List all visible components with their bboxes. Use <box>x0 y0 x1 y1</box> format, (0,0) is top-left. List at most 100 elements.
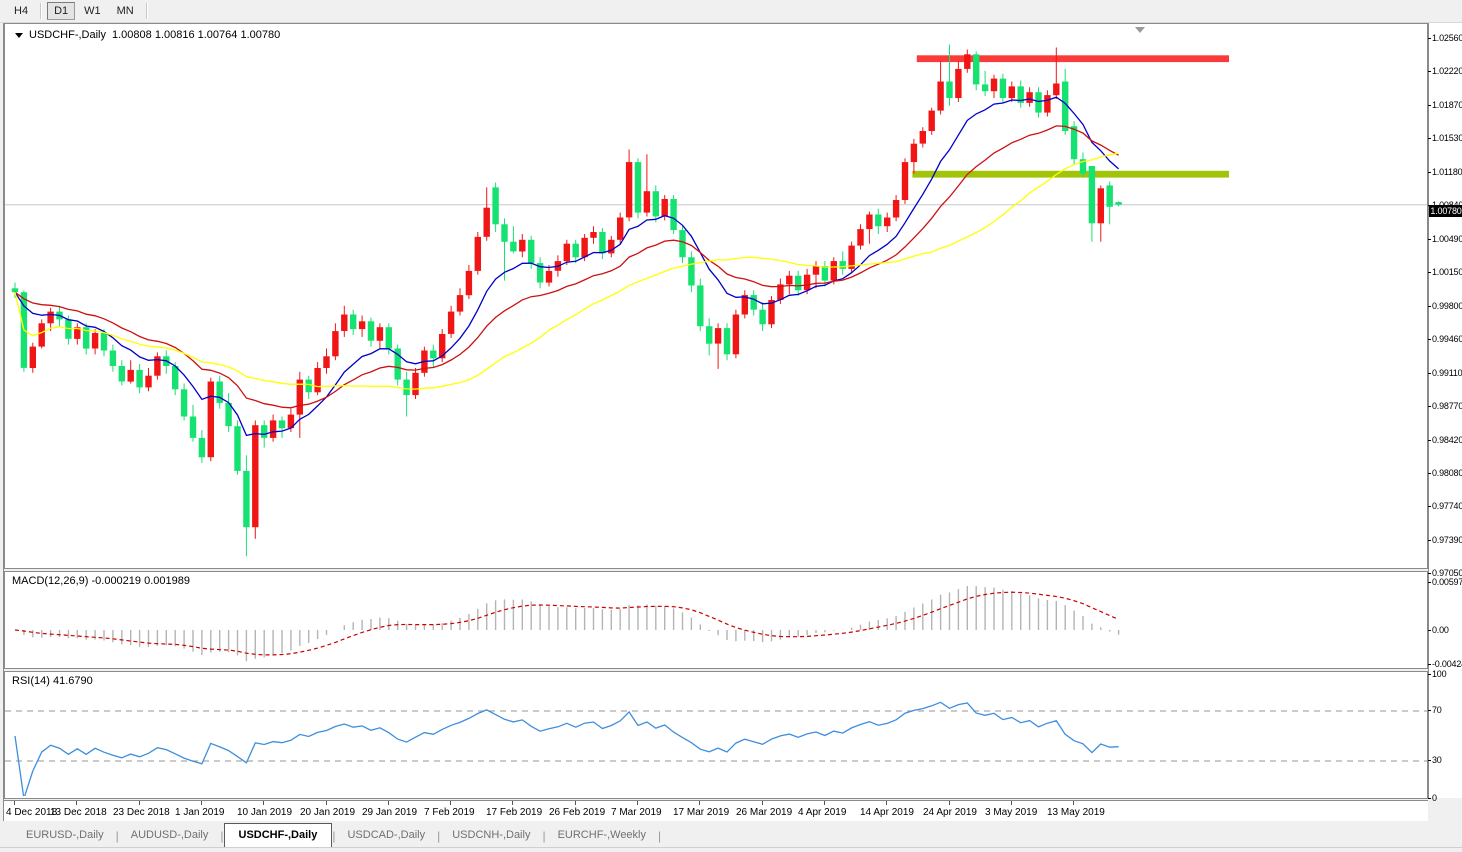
tab-separator: | <box>437 829 441 843</box>
price-axis[interactable]: 1.025601.022201.018701.015301.011801.008… <box>1428 23 1462 803</box>
chart-tab-usdchfdaily[interactable]: USDCHF-,Daily <box>223 823 333 847</box>
macd-label: MACD(12,26,9) -0.000219 0.001989 <box>12 575 190 587</box>
date-tick <box>201 801 202 805</box>
date-tick <box>575 801 576 805</box>
date-axis-label: 29 Jan 2019 <box>362 807 418 818</box>
date-tick <box>450 801 451 805</box>
rsi-chart[interactable] <box>5 672 1427 796</box>
date-axis[interactable]: 4 Dec 2018 13 Dec 2018 23 Dec 2018 1 Jan 20… <box>4 800 1428 825</box>
price-axis-label: 0.99460 <box>1432 334 1462 344</box>
candlestick-chart[interactable] <box>5 24 1427 566</box>
price-axis-label: 0.97390 <box>1432 535 1462 545</box>
macd-signal-line <box>14 591 1119 656</box>
price-axis-label: 1.00150 <box>1432 267 1462 277</box>
date-tick <box>699 801 700 805</box>
date-axis-label: 3 May 2019 <box>985 807 1038 818</box>
price-axis-label: 1.02560 <box>1432 33 1462 43</box>
axis-tick <box>1428 105 1431 106</box>
price-axis-label: 1.01180 <box>1432 167 1462 177</box>
date-tick <box>326 801 327 805</box>
axis-tick <box>1428 172 1431 173</box>
support-zone <box>912 170 1229 178</box>
rsi-axis-label: 0 <box>1432 793 1437 803</box>
chart-ohlc-values: 1.00808 1.00816 1.00764 1.00780 <box>112 29 281 41</box>
price-axis-label: 0.98770 <box>1432 401 1462 411</box>
tab-separator: | <box>220 829 224 843</box>
chart-title: USDCHF-,Daily 1.00808 1.00816 1.00764 1.… <box>15 29 280 41</box>
chart-tab-audusddaily[interactable]: AUDUSD-,Daily <box>130 829 209 841</box>
chart-symbol-label: USDCHF-,Daily <box>29 29 106 41</box>
date-axis-label: 10 Jan 2019 <box>237 807 293 818</box>
date-axis-label: 7 Mar 2019 <box>611 807 662 818</box>
bottom-scroll-strip[interactable] <box>0 847 1462 852</box>
date-tick <box>512 801 513 805</box>
macd-axis-label: 0.00597 <box>1432 577 1462 587</box>
chart-tab-usdcnhdaily[interactable]: USDCNH-,Daily <box>452 829 531 841</box>
tab-separator: | <box>658 829 662 843</box>
timeframe-d1-button[interactable]: D1 <box>47 2 76 20</box>
axis-tick <box>1428 473 1431 474</box>
chart-tab-eurchfweekly[interactable]: EURCHF-,Weekly <box>557 829 646 841</box>
axis-tick <box>1428 306 1431 307</box>
price-chart-panel[interactable]: USDCHF-,Daily 1.00808 1.00816 1.00764 1.… <box>4 23 1428 569</box>
axis-tick <box>1428 406 1431 407</box>
price-axis-label: 1.01870 <box>1432 100 1462 110</box>
rsi-line <box>14 701 1119 796</box>
axis-tick <box>1428 71 1431 72</box>
price-axis-label: 0.99800 <box>1432 301 1462 311</box>
date-axis-label: 26 Feb 2019 <box>549 807 606 818</box>
rsi-panel[interactable]: RSI(14) 41.6790 <box>4 671 1428 799</box>
ma-slow <box>14 152 1119 390</box>
macd-chart[interactable] <box>5 572 1427 666</box>
date-axis-label: 1 Jan 2019 <box>175 807 225 818</box>
date-axis-label: 7 Feb 2019 <box>424 807 475 818</box>
timeframe-h4-button[interactable]: H4 <box>14 5 29 17</box>
date-axis-label: 13 May 2019 <box>1047 807 1105 818</box>
axis-tick <box>1428 339 1431 340</box>
toolbar-separator <box>40 3 43 19</box>
date-tick <box>388 801 389 805</box>
date-axis-label: 17 Feb 2019 <box>486 807 543 818</box>
price-axis-label: 0.97050 <box>1432 568 1462 578</box>
tab-separator: | <box>542 829 546 843</box>
date-axis-label: 13 Dec 2018 <box>50 807 107 818</box>
rsi-label: RSI(14) 41.6790 <box>12 675 93 687</box>
axis-tick <box>1428 373 1431 374</box>
chart-tab-usdcaddaily[interactable]: USDCAD-,Daily <box>347 829 426 841</box>
date-tick <box>76 801 77 805</box>
date-tick <box>14 801 15 805</box>
axis-tick <box>1428 573 1431 574</box>
macd-axis-label: -0.00424 <box>1432 659 1462 669</box>
date-axis-label: 14 Apr 2019 <box>860 807 914 818</box>
rsi-axis-label: 100 <box>1432 669 1447 679</box>
ma-medium <box>14 125 1119 409</box>
date-tick <box>263 801 264 805</box>
date-axis-label: 23 Dec 2018 <box>113 807 170 818</box>
date-tick <box>139 801 140 805</box>
tab-separator: | <box>115 829 119 843</box>
timeframe-mn-button[interactable]: MN <box>116 5 134 17</box>
macd-panel[interactable]: MACD(12,26,9) -0.000219 0.001989 <box>4 571 1428 669</box>
chart-shift-marker-icon[interactable] <box>1135 27 1145 33</box>
window-left-border <box>0 23 4 825</box>
axis-tick <box>1428 239 1431 240</box>
date-axis-label: 20 Jan 2019 <box>300 807 356 818</box>
axis-tick <box>1428 138 1431 139</box>
chart-tab-bar: EURUSD-,Daily | AUDUSD-,Daily | USDCHF-,Dail… <box>0 821 1462 852</box>
price-axis-label: 0.98080 <box>1432 468 1462 478</box>
tab-separator: | <box>332 829 336 843</box>
rsi-axis-label: 70 <box>1432 705 1442 715</box>
date-tick <box>886 801 887 805</box>
timeframe-toolbar: H4 D1 W1 MN <box>0 0 1462 23</box>
chart-tab-eurusddaily[interactable]: EURUSD-,Daily <box>26 829 104 841</box>
ma-fast <box>14 96 1120 437</box>
resistance-zone <box>916 55 1229 63</box>
timeframe-w1-button[interactable]: W1 <box>84 5 101 17</box>
toolbar-separator <box>145 3 148 19</box>
date-tick <box>637 801 638 805</box>
current-price-tag: 1.00780 <box>1429 205 1462 217</box>
chart-workspace: USDCHF-,Daily 1.00808 1.00816 1.00764 1.… <box>0 23 1462 825</box>
one-click-arrow-icon[interactable] <box>15 32 23 38</box>
date-tick <box>949 801 950 805</box>
